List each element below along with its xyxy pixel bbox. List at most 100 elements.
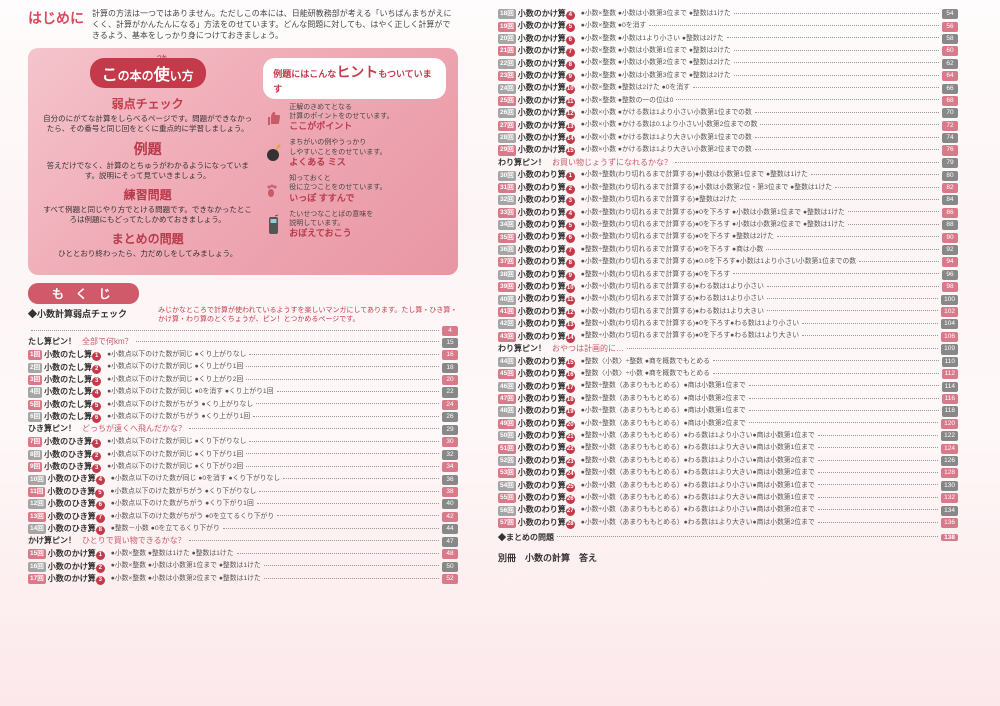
row-title: 小数のかけ算4 (518, 8, 575, 20)
row-number: 2回 (28, 363, 42, 373)
row-title: 小数のたし算4 (44, 386, 101, 398)
row-desc: ●小数÷整数(わり切れるまで計算する)●0.0を下ろす●小数は1より小さい小数第… (581, 257, 856, 268)
row-desc: ●小数÷整数(わり切れるまで計算する)●0を下ろす ●小数は小数第1位まで ●整… (581, 208, 845, 219)
row-title: 小数のひき算4 (48, 473, 105, 485)
row-title: 小数のわり算17 (518, 381, 575, 393)
row-number: 32回 (498, 195, 516, 205)
toc-row: 56回 小数のわり算27 ●小数÷小数（あまりももとめる）●わる数は1より小さい… (498, 504, 958, 516)
row-page: 38 (442, 487, 458, 497)
row-desc: ●小数点以下のけた数がちがう ●くり下がり1回 (111, 499, 254, 510)
renshu-text: すべて例題と同じやり方でとける問題です。できなかったところは例題にもどってたしか… (40, 205, 255, 226)
row-title: 小数のわり算13 (518, 318, 575, 330)
row-number: 43回 (498, 332, 516, 342)
row-number: 7回 (28, 437, 42, 447)
row-desc: ●小数点以下のけた数がちがう ●くり上がりなし (107, 400, 253, 411)
row-desc: ●小数×整数 ●小数は小数第1位まで ●整数は2けた (581, 46, 731, 57)
bin-row: わり算ピン！ おやつは計画的に… 109 (498, 343, 958, 356)
row-desc: ●小数÷小数(わり切れるまで計算する)●わる数は1より大きい (581, 307, 764, 318)
row-title: 小数のかけ算15 (518, 144, 575, 156)
row-page: 120 (941, 419, 958, 429)
row-number: 13回 (28, 512, 46, 522)
thumbs-up-icon (263, 107, 285, 129)
row-page: 48 (442, 549, 458, 559)
row-desc: ●整数÷整数（あまりももとめる）●商は小数第2位まで (581, 394, 746, 405)
row-desc: ●小数×整数 ●小数は小数第3位まで ●整数は2けた (581, 71, 731, 82)
row-number: 45回 (498, 369, 516, 379)
row-page: 64 (942, 71, 958, 81)
row-desc: ●小数÷整数(わり切れるまで計算する)●0を下ろす ●整数は2けた (581, 232, 774, 243)
toc-row: 43回 小数のわり算14 ●整数÷小数(わり切れるまで計算する)●0を下ろす●わ… (498, 331, 958, 343)
row-desc: ●整数〈小数〉÷整数 ●商を概数でもとめる (581, 357, 710, 368)
row-desc: ●小数÷整数(わり切れるまで計算する)●0を下ろす ●小数は小数第2位まで ●整… (581, 220, 845, 231)
row-page: 100 (941, 295, 958, 305)
row-number: 51回 (498, 444, 516, 454)
row-page: 32 (442, 450, 458, 460)
toc-row: 22回 小数のかけ算8 ●小数×整数 ●小数は小数第2位まで ●整数は2けた 6… (498, 58, 958, 70)
intro-text: 計算の方法は一つではありません。ただしこの本には、日能研教務部が考える「いちばん… (92, 8, 458, 42)
row-number: 47回 (498, 394, 516, 404)
row-desc: ●整数÷小数(わり切れるまで計算する)●0を下ろす●わる数は1より大きい (581, 331, 799, 342)
toc-row: 20回 小数のかけ算6 ●小数×整数 ●小数は1より小さい ●整数は2けた 58 (498, 33, 958, 45)
row-number: 40回 (498, 295, 516, 305)
toc-row: 4回 小数のたし算4 ●小数点以下のけた数が同じ ●0を消す ●くり上がり1回 … (28, 386, 458, 398)
row-title: 小数のかけ算13 (518, 120, 575, 132)
row-title: 小数のかけ算3 (48, 573, 105, 585)
row-desc: ●小数÷小数(わり切れるまで計算する)●わる数は1より小さい (581, 294, 764, 305)
row-page: 82 (942, 183, 958, 193)
row-title: 小数のわり算4 (518, 207, 575, 219)
row-number: 46回 (498, 382, 516, 392)
toc-row: 13回 小数のひき算7 ●小数点以下のけた数がちがう ●0を立てるくり下がり 4… (28, 511, 458, 523)
row-number: 52回 (498, 456, 516, 466)
row-page: 18 (442, 363, 458, 373)
toc-row: 38回 小数のわり算9 ●整数÷小数(わり切れるまで計算する)●0を下ろす 96 (498, 269, 958, 281)
row-page: 80 (942, 171, 958, 181)
toc-row: 26回 小数のかけ算12 ●小数×小数 ●かける数は1より小さい小数第1位までの… (498, 107, 958, 119)
row-page: 86 (942, 208, 958, 218)
row-desc: ●整数÷小数(わり切れるまで計算する)●0を下ろす (581, 270, 730, 281)
row-desc: ●小数点以下のけた数が同じ ●くり上がり2回 (107, 375, 243, 386)
row-number: 17回 (28, 574, 46, 584)
toc-row: 42回 小数のわり算13 ●整数÷小数(わり切れるまで計算する)●0を下ろす●わ… (498, 318, 958, 330)
row-desc: ●小数÷整数(わり切れるまで計算する)●小数は小数第1位まで ●整数は1けた (581, 170, 808, 181)
row-title: 小数のわり算24 (518, 467, 575, 479)
row-page: 112 (942, 369, 958, 379)
toc-row: 51回 小数のわり算22 ●整数÷小数（あまりももとめる）●わる数は1より大きい… (498, 442, 958, 454)
row-title: 小数のかけ算11 (518, 95, 575, 107)
row-desc: ●小数点以下のけた数が同じ ●くり下がりなし (107, 437, 246, 448)
row-desc: ●小数×小数 ●かける数は1より大きい小数第1位までの数 (581, 133, 752, 144)
reidai-text: 答えだけでなく、計算のとちゅうがわかるようになっています。説明にそって見ていきま… (40, 161, 255, 182)
row-title: 小数のわり算28 (518, 517, 575, 529)
row-number: 53回 (498, 468, 516, 478)
row-number: 29回 (498, 145, 516, 155)
row-title: 小数のかけ算9 (518, 70, 575, 82)
row-number: 3回 (28, 375, 42, 385)
row-page: 58 (942, 34, 958, 44)
row-title: 小数のわり算22 (518, 442, 575, 454)
row-number: 48回 (498, 406, 516, 416)
row-number: 30回 (498, 171, 516, 181)
matome-row: ◆まとめの問題138 (498, 532, 958, 543)
toc-row: 37回 小数のわり算8 ●小数÷整数(わり切れるまで計算する)●0.0を下ろす●… (498, 256, 958, 268)
bin-row: たし算ピン！ 全部で何km？ 15 (28, 336, 458, 349)
toc-row: 23回 小数のかけ算9 ●小数×整数 ●小数は小数第3位まで ●整数は2けた 6… (498, 70, 958, 82)
row-title: 小数のひき算2 (44, 449, 101, 461)
toc-row: 40回 小数のわり算11 ●小数÷小数(わり切れるまで計算する)●わる数は1より… (498, 293, 958, 305)
row-number: 56回 (498, 506, 516, 516)
row-title: 小数のわり算10 (518, 281, 575, 293)
row-page: 20 (442, 375, 458, 385)
row-page: 68 (942, 96, 958, 106)
toc-row: 8回 小数のひき算2 ●小数点以下のけた数が同じ ●くり下がり1回 32 (28, 449, 458, 461)
row-number: 22回 (498, 59, 516, 69)
toc-row: 17回 小数のかけ算3 ●小数×整数 ●小数は小数第2位まで ●整数は1けた 5… (28, 573, 458, 585)
row-page: 104 (941, 319, 958, 329)
row-number: 1回 (28, 350, 42, 360)
row-page: 130 (941, 481, 958, 491)
row-desc: ●整数÷整数(わり切れるまで計算する)●0を下ろす ●商は小数 (581, 245, 764, 256)
toc-row: 27回 小数のかけ算13 ●小数×小数 ●かける数は0.1より小さい小数第2位ま… (498, 120, 958, 132)
row-page: 74 (942, 133, 958, 143)
toc-row: 32回 小数のわり算3 ●小数÷整数(わり切れるまで計算する)●整数は2けた 8… (498, 194, 958, 206)
row-desc: ●小数×整数 ●小数は小数第2位まで ●整数は1けた (111, 574, 261, 585)
row-desc: ●小数×小数 ●かける数は1より大きい小数第2位までの数 (581, 145, 752, 156)
row-title: 小数のわり算1 (518, 169, 575, 181)
row-title: 小数のわり算19 (518, 405, 575, 417)
